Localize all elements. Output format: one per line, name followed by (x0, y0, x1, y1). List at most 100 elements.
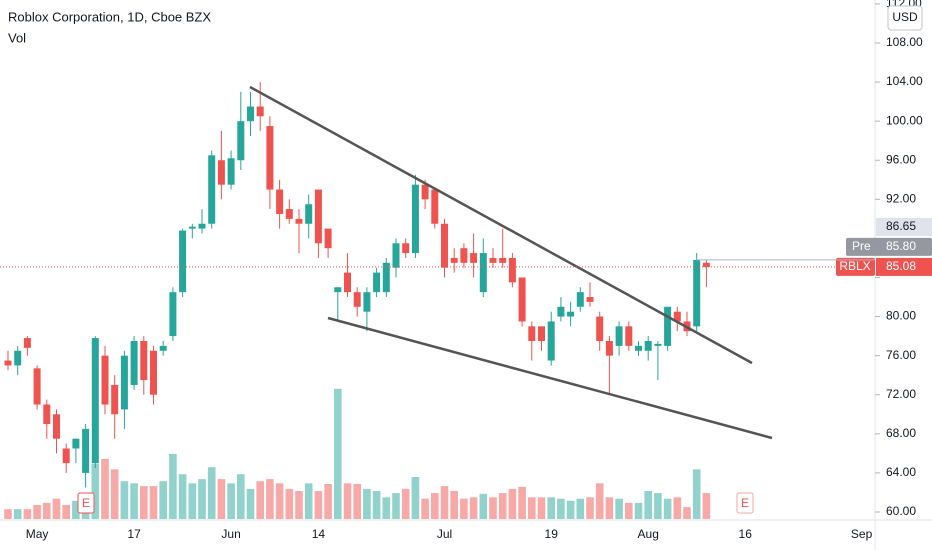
candle-body (518, 277, 526, 322)
x-tick-label: Jul (437, 527, 452, 541)
volume-bar (314, 491, 323, 519)
candle-body (111, 384, 119, 415)
volume-bar (576, 498, 585, 519)
candle-body (605, 340, 613, 356)
y-tick-label: 72.00 (886, 387, 916, 401)
candle-body (664, 306, 672, 346)
volume-bar (217, 479, 226, 519)
volume-bar (537, 497, 546, 519)
volume-bar (304, 483, 313, 519)
candle-body (150, 350, 157, 395)
candle-body (644, 340, 652, 351)
y-tick-label: 92.00 (886, 191, 916, 205)
price-label: 85.08 (886, 259, 916, 273)
volume-bar (130, 483, 138, 519)
volume-bar (207, 467, 216, 519)
volume-bar (246, 488, 255, 519)
volume-bar (615, 498, 623, 519)
volume-bar (692, 469, 701, 519)
x-tick-label: May (26, 527, 49, 541)
candle-body (460, 248, 468, 263)
volume-bar (159, 481, 167, 519)
candle-body (247, 106, 254, 122)
volume-bar (431, 493, 439, 519)
volume-bar (23, 509, 32, 519)
volume-bar (440, 486, 449, 519)
volume-bar (72, 500, 80, 519)
volume-bar (275, 483, 284, 519)
candle-body (91, 338, 99, 464)
candle-body (353, 292, 361, 307)
candle-body (363, 292, 371, 312)
volume-bar (343, 483, 352, 519)
candle-body (179, 230, 187, 293)
candle-body (373, 272, 381, 293)
volume-bar (13, 509, 22, 519)
volume-bar (663, 498, 672, 519)
candle-body (256, 106, 264, 117)
x-tick-label: 16 (739, 527, 753, 541)
candle-body (596, 316, 604, 341)
candle-body (441, 223, 448, 268)
volume-bar (178, 474, 187, 519)
candle-body (324, 228, 332, 249)
volume-bar (489, 497, 497, 519)
y-tick-label: 76.00 (886, 348, 916, 362)
candle-body (392, 243, 400, 268)
volume-bar (421, 498, 429, 519)
volume-bar (62, 505, 70, 519)
candle-body (120, 355, 128, 410)
earnings-marker: E (736, 492, 754, 514)
price-label: 85.80 (886, 239, 916, 253)
candle-body (411, 184, 419, 254)
pre-name: Pre (852, 239, 871, 253)
volume-pane (4, 388, 711, 519)
volume-bar (392, 493, 400, 519)
volume-bar (295, 491, 303, 519)
volume-bar (401, 488, 410, 519)
candle-body (305, 204, 313, 224)
candle-body (402, 243, 410, 254)
candle-body (43, 404, 51, 425)
currency-box (887, 5, 923, 31)
volume-bar (557, 498, 565, 519)
candle-body (576, 292, 584, 307)
volume-bar (120, 481, 129, 519)
candle-body (538, 326, 545, 341)
volume-bar (528, 497, 536, 519)
x-tick-label: 19 (545, 527, 559, 541)
candle-body (159, 345, 167, 351)
volume-bar (324, 484, 332, 519)
candle-body (295, 218, 303, 224)
volume-bar (43, 502, 51, 519)
y-tick-label: 108.00 (886, 35, 923, 49)
y-tick-label: 80.00 (886, 309, 916, 323)
volume-bar (372, 491, 381, 519)
candle-body (528, 326, 536, 341)
volume-bar (625, 502, 633, 519)
candle-body (140, 340, 148, 381)
candle-body (693, 259, 701, 327)
candle-body (217, 160, 225, 185)
trend-line (327, 316, 773, 440)
candle-body (702, 262, 710, 267)
trend-line (249, 85, 753, 365)
y-tick-label: 60.00 (886, 504, 916, 518)
pre-label-box (846, 237, 932, 256)
volume-bar (566, 500, 575, 519)
y-tick-label: 104.00 (886, 74, 923, 88)
candle-body (130, 340, 138, 385)
currency: USD (892, 10, 918, 24)
volume-bar (450, 491, 458, 519)
candle-body (72, 438, 80, 449)
earnings-label: E (82, 496, 90, 510)
candle-body (169, 292, 177, 337)
volume-bar (266, 479, 274, 519)
volume-bar (702, 493, 711, 519)
chart-title: Roblox Corporation, 1D, Cboe BZX (8, 9, 211, 24)
volume-bar (605, 497, 614, 519)
candle-body (673, 311, 681, 322)
volume-bar (518, 486, 526, 519)
